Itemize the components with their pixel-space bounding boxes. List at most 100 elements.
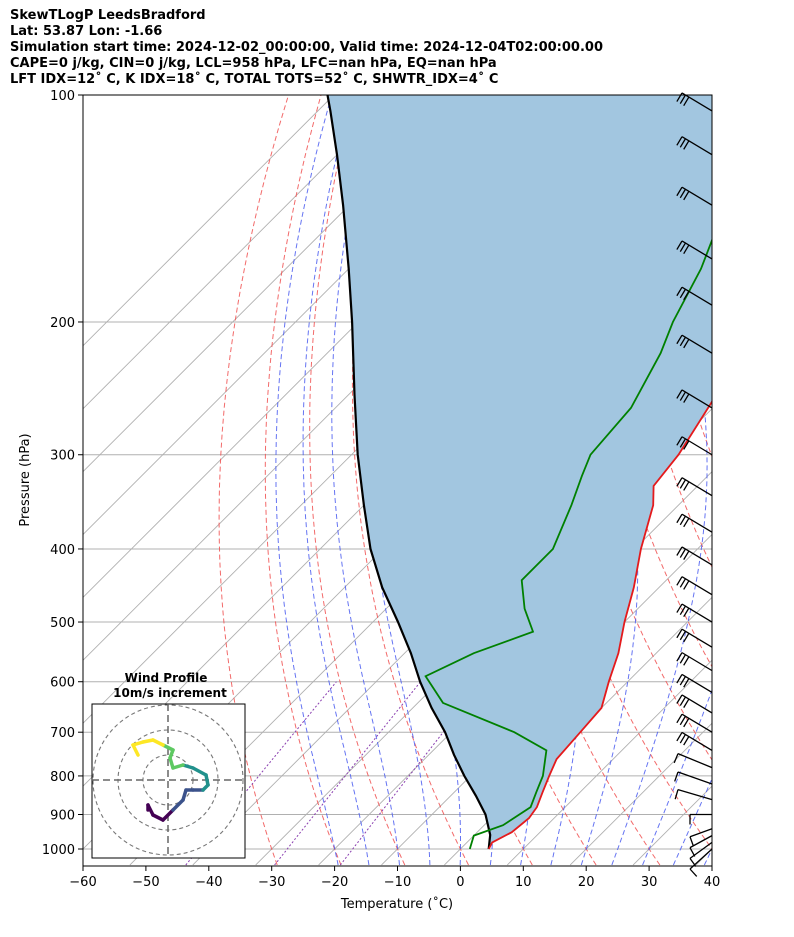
barb-feather xyxy=(679,94,686,104)
hodograph-segment xyxy=(151,813,165,822)
isotherm-line xyxy=(507,659,712,866)
barb-staff xyxy=(689,841,713,859)
barb-staff xyxy=(681,477,713,497)
title-line: SkewTLogP LeedsBradford xyxy=(10,8,206,23)
dry-adiabat xyxy=(745,95,794,865)
barb-staff xyxy=(681,186,713,206)
barb-feather xyxy=(683,96,690,107)
wind-barb xyxy=(676,286,713,306)
time-line: Simulation start time: 2024-12-02_00:00:… xyxy=(10,40,603,55)
barb-feather xyxy=(679,696,686,706)
barb-feather xyxy=(683,190,690,201)
x-axis: −60 −50 −40 −30 −20 −10 0 10 20 30 40 xyxy=(69,866,720,890)
hodograph-segment xyxy=(146,803,155,817)
x-tick-label: 0 xyxy=(456,875,464,890)
barb-feather xyxy=(676,389,683,399)
barb-staff xyxy=(677,753,713,769)
barb-feather xyxy=(676,694,683,704)
barb-staff xyxy=(677,771,713,785)
dry-adiabat xyxy=(264,95,342,866)
wind-barb xyxy=(676,652,713,672)
x-axis-label: Temperature (˚C) xyxy=(340,896,453,912)
barb-feather xyxy=(676,628,683,639)
barb-feather xyxy=(676,713,683,724)
x-tick-label: −10 xyxy=(384,875,411,890)
barb-feather xyxy=(683,633,690,643)
barb-feather xyxy=(674,789,679,800)
dry-adiabat xyxy=(777,95,794,865)
barb-staff xyxy=(681,713,713,733)
wind-barb xyxy=(674,788,713,801)
barb-staff xyxy=(681,513,713,533)
isotherm-line xyxy=(83,95,460,473)
hodograph-segment xyxy=(191,766,208,777)
x-tick-label: 30 xyxy=(641,875,658,890)
x-tick-label: 40 xyxy=(704,875,721,890)
barb-feather xyxy=(679,188,686,199)
barb-feather xyxy=(683,550,690,560)
barb-staff xyxy=(681,673,713,694)
inset-subtitle: 10m/s increment xyxy=(113,686,227,700)
wind-barb xyxy=(676,186,713,206)
barb-feather xyxy=(679,336,686,347)
wind-barbs xyxy=(673,92,713,877)
x-tick-label: −50 xyxy=(132,875,159,890)
wind-barb xyxy=(676,136,713,156)
isotherm-line xyxy=(759,95,794,865)
isotherm-line xyxy=(569,722,712,866)
y-tick-label: 100 xyxy=(50,89,75,104)
barb-feather xyxy=(679,138,686,148)
barb-staff xyxy=(681,628,713,648)
wind-barb xyxy=(676,731,713,751)
barb-feather xyxy=(673,753,679,764)
wind-barb xyxy=(689,828,713,847)
wind-barb xyxy=(689,841,713,867)
hodograph-segment xyxy=(131,743,140,757)
barb-feather xyxy=(676,240,683,250)
x-tick-label: −30 xyxy=(258,875,285,890)
wind-barb xyxy=(676,92,713,112)
barb-feather xyxy=(679,654,686,664)
profile-curves xyxy=(326,95,712,850)
moist-adiabat xyxy=(331,95,400,866)
moist-adiabat xyxy=(642,688,712,866)
barb-staff xyxy=(681,286,713,306)
wind-barb xyxy=(689,813,712,825)
barb-feather xyxy=(676,477,683,487)
y-tick-label: 500 xyxy=(50,616,75,631)
barb-feather xyxy=(683,736,690,746)
y-axis: 1000 900 800 700 600 500 400 300 200 100 xyxy=(42,89,83,858)
cape-shading xyxy=(327,95,712,849)
barb-feather xyxy=(683,393,690,403)
wind-barb xyxy=(676,436,713,456)
y-tick-label: 1000 xyxy=(42,843,75,858)
barb-feather xyxy=(683,290,690,301)
barb-staff xyxy=(681,546,713,566)
barb-feather xyxy=(676,436,683,446)
x-tick-label: 10 xyxy=(515,875,532,890)
wind-barb xyxy=(674,771,713,785)
x-tick-label: 20 xyxy=(578,875,595,890)
wind-barb xyxy=(676,694,713,714)
mixing-ratio-line xyxy=(274,681,421,866)
barb-feather xyxy=(679,605,686,615)
wind-barb xyxy=(676,513,713,533)
x-tick-label: −40 xyxy=(195,875,222,890)
dewpoint-profile xyxy=(424,237,712,850)
moist-adiabat xyxy=(302,95,370,866)
dry-adiabat xyxy=(711,95,712,102)
wind-barb xyxy=(676,576,713,596)
wind-barb xyxy=(676,389,713,409)
barb-staff xyxy=(677,788,713,801)
barb-feather xyxy=(679,288,686,299)
barb-staff xyxy=(681,731,713,751)
y-tick-label: 900 xyxy=(50,808,75,823)
cape-line: CAPE=0 j/kg, CIN=0 j/kg, LCL=958 hPa, LF… xyxy=(10,56,497,71)
barb-feather xyxy=(683,607,690,618)
barb-feather xyxy=(683,440,690,450)
moist-adiabat xyxy=(672,777,712,866)
y-tick-label: 800 xyxy=(50,770,75,785)
barb-feather xyxy=(676,136,683,146)
hodograph-segment xyxy=(171,798,185,812)
